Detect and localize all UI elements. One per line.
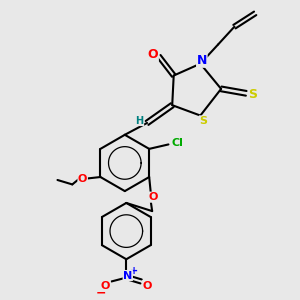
- Text: N: N: [197, 54, 207, 67]
- Text: S: S: [248, 88, 257, 101]
- Text: −: −: [95, 286, 106, 299]
- Text: +: +: [130, 266, 138, 276]
- Text: O: O: [148, 48, 158, 61]
- Text: Cl: Cl: [172, 138, 184, 148]
- Text: O: O: [149, 192, 158, 202]
- Text: O: O: [101, 281, 110, 291]
- Text: O: O: [142, 281, 152, 291]
- Text: N: N: [123, 271, 132, 281]
- Text: O: O: [78, 173, 87, 184]
- Text: S: S: [199, 116, 207, 126]
- Text: H: H: [136, 116, 144, 126]
